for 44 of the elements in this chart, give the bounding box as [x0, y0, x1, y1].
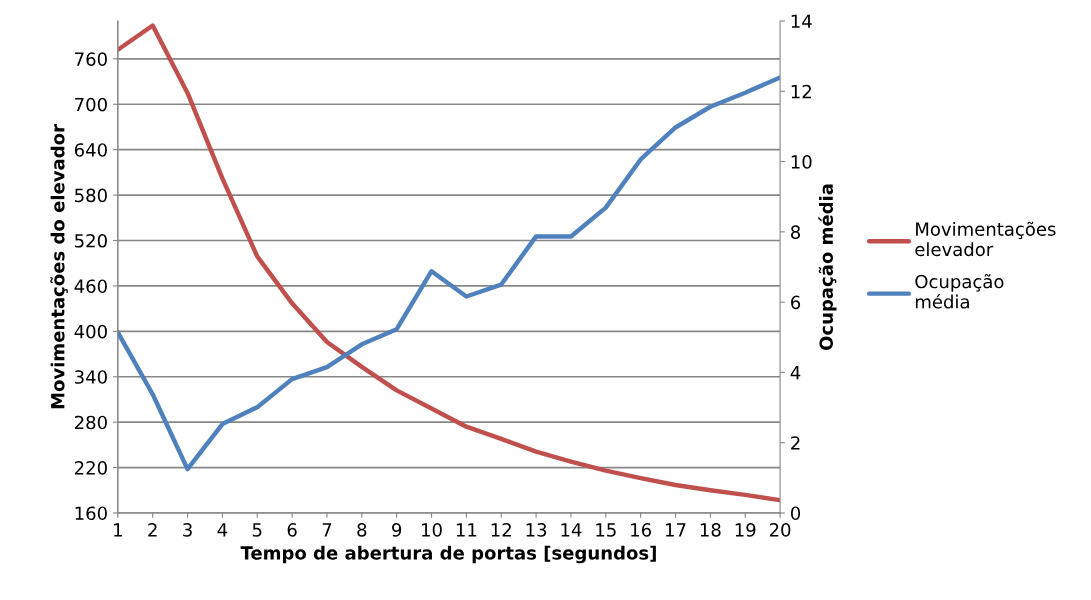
- x-tick-label: 14: [561, 523, 582, 537]
- y-tick-label: 520: [75, 233, 107, 248]
- legend-label: Movimentações elevador: [915, 221, 1056, 257]
- y2-tick-label: 6: [791, 295, 801, 310]
- y2-tick-label: 2: [791, 436, 800, 450]
- y2-tick-label: 10: [791, 155, 812, 169]
- x-tick-label: 11: [456, 523, 477, 537]
- y-tick-label: 340: [75, 370, 107, 384]
- y-tick-label: 220: [74, 461, 107, 475]
- y2-tick-label: 4: [790, 366, 801, 380]
- y2-tick-label: 14: [791, 14, 812, 28]
- x-tick-label: 20: [769, 523, 791, 537]
- x-tick-label: 16: [631, 523, 651, 537]
- x-tick-label: 19: [735, 523, 756, 537]
- y2-tick-label: 12: [791, 84, 811, 99]
- y2-axis-title: Ocupação média: [818, 184, 837, 351]
- legend-label: Ocupação média: [915, 274, 1004, 309]
- y-tick-label: 760: [75, 52, 107, 66]
- y-tick-label: 160: [75, 506, 107, 521]
- x-tick-label: 3: [183, 523, 192, 537]
- y-tick-label: 460: [74, 279, 107, 294]
- x-tick-label: 4: [217, 523, 228, 537]
- y-axis-title: Movimentações do elevador: [50, 124, 68, 409]
- x-tick-label: 6: [287, 523, 297, 537]
- x-axis-title: Tempo de abertura de portas [segundos]: [240, 545, 656, 564]
- y-tick-label: 280: [74, 415, 107, 430]
- x-tick-label: 15: [596, 523, 616, 537]
- x-tick-label: 5: [252, 523, 262, 537]
- x-tick-label: 8: [357, 523, 367, 537]
- x-tick-label: 17: [666, 523, 686, 537]
- x-tick-label: 10: [422, 523, 442, 537]
- y-tick-label: 700: [75, 97, 107, 112]
- y2-tick-label: 0: [790, 506, 801, 521]
- x-tick-label: 18: [700, 523, 721, 537]
- y-tick-label: 640: [74, 143, 107, 157]
- x-tick-label: 12: [491, 523, 511, 537]
- x-tick-label: 1: [114, 523, 122, 537]
- y2-tick-label: 8: [791, 225, 801, 239]
- x-tick-label: 13: [526, 523, 547, 537]
- x-tick-label: 9: [392, 523, 402, 537]
- y-tick-label: 400: [74, 324, 107, 339]
- x-tick-label: 7: [322, 523, 332, 537]
- y-tick-label: 580: [75, 188, 107, 203]
- x-tick-label: 2: [148, 523, 157, 537]
